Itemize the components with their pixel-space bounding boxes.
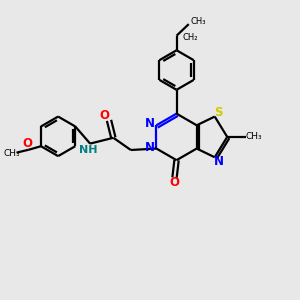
Text: NH: NH: [79, 145, 97, 155]
Text: CH₃: CH₃: [3, 149, 20, 158]
Text: O: O: [22, 137, 32, 150]
Text: CH₃: CH₃: [246, 132, 262, 141]
Text: S: S: [214, 106, 223, 119]
Text: N: N: [214, 155, 224, 168]
Text: N: N: [145, 117, 155, 130]
Text: CH₂: CH₂: [183, 33, 198, 42]
Text: O: O: [169, 176, 179, 189]
Text: CH₃: CH₃: [190, 17, 206, 26]
Text: O: O: [100, 109, 110, 122]
Text: N: N: [145, 141, 155, 154]
